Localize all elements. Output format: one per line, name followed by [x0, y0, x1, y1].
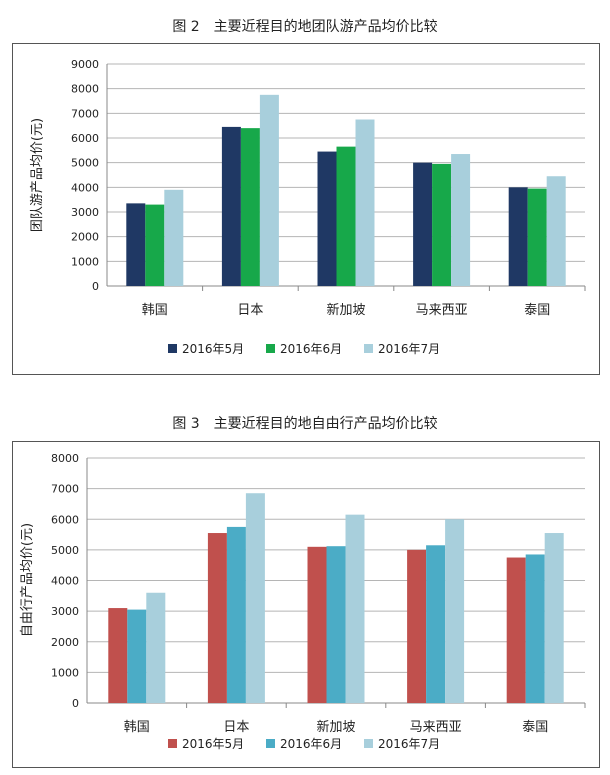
- figure-2-caption: 图 2 主要近程目的地团队游产品均价比较: [172, 19, 438, 35]
- bar: [336, 146, 356, 286]
- y-tick-label: 2000: [51, 636, 79, 649]
- x-category-label: 日本: [237, 303, 263, 318]
- bar: [221, 126, 241, 287]
- bar: [127, 609, 147, 703]
- x-category-label: 韩国: [142, 303, 168, 318]
- bar: [164, 189, 184, 286]
- bar: [108, 608, 128, 703]
- y-tick-label: 8000: [71, 83, 99, 96]
- x-category-label: 马来西亚: [416, 303, 468, 318]
- bar: [207, 533, 227, 703]
- bar: [546, 176, 566, 286]
- legend-label: 2016年7月: [378, 737, 440, 751]
- y-tick-label: 8000: [51, 452, 79, 465]
- bar: [445, 519, 465, 703]
- independent-travel-price-chart: 0 1000 2000 3000 4000 5000 6000 7000 8000 自由行产品均价…: [20, 452, 586, 751]
- legend-swatch: [168, 344, 177, 353]
- y-tick-label: 7000: [71, 107, 99, 120]
- bar: [259, 94, 279, 286]
- figure-3-caption: 图 3 主要近程目的地自由行产品均价比较: [172, 416, 438, 432]
- legend-label: 2016年6月: [280, 737, 342, 751]
- y-tick-label: 6000: [51, 513, 79, 526]
- y-tick-label: 6000: [71, 132, 99, 145]
- bar: [426, 545, 446, 703]
- legend-swatch: [266, 739, 275, 748]
- y-tick-label: 0: [72, 697, 79, 710]
- legend-label: 2016年7月: [378, 342, 440, 356]
- legend-label: 2016年5月: [182, 737, 244, 751]
- bar: [145, 204, 165, 286]
- legend-label: 2016年5月: [182, 342, 244, 356]
- bar: [326, 546, 346, 703]
- legend-label: 2016年6月: [280, 342, 342, 356]
- x-category-label: 泰国: [522, 720, 548, 735]
- bar: [240, 128, 260, 286]
- y-tick-label: 7000: [51, 483, 79, 496]
- bar: [245, 493, 265, 703]
- bar: [432, 163, 452, 286]
- bar: [508, 187, 528, 286]
- chart-frame-group-tour: 0 1000 2000 3000 4000 5000 6000 7000 8000 9000 团队游…: [12, 43, 600, 375]
- x-category-label: 马来西亚: [410, 720, 462, 735]
- y-tick-label: 9000: [71, 58, 99, 71]
- bar: [226, 526, 246, 703]
- y-tick-label: 4000: [71, 181, 99, 194]
- bar: [345, 514, 365, 703]
- y-tick-label: 3000: [71, 206, 99, 219]
- bar: [307, 546, 327, 703]
- bar: [451, 154, 471, 286]
- legend-swatch: [168, 739, 177, 748]
- y-axis-title: 团队游产品均价(元): [30, 118, 45, 232]
- group-tour-price-chart: 0 1000 2000 3000 4000 5000 6000 7000 8000 9000 团队游…: [30, 58, 586, 356]
- legend-swatch: [364, 344, 373, 353]
- chart-frame-independent-travel: 0 1000 2000 3000 4000 5000 6000 7000 8000 自由行产品均价…: [12, 441, 600, 768]
- y-tick-label: 1000: [71, 255, 99, 268]
- bar: [525, 554, 545, 703]
- y-tick-label: 2000: [71, 231, 99, 244]
- x-category-label: 新加坡: [316, 719, 355, 735]
- bar: [126, 203, 146, 286]
- y-tick-label: 1000: [51, 666, 79, 679]
- legend-swatch: [364, 739, 373, 748]
- legend-swatch: [266, 344, 275, 353]
- bar: [413, 162, 433, 286]
- x-category-label: 日本: [223, 720, 249, 735]
- y-tick-label: 5000: [51, 544, 79, 557]
- y-tick-label: 4000: [51, 575, 79, 588]
- x-category-label: 新加坡: [326, 302, 365, 318]
- bar: [146, 592, 166, 703]
- y-tick-label: 0: [92, 280, 99, 293]
- y-tick-label: 5000: [71, 157, 99, 170]
- y-axis-title: 自由行产品均价(元): [20, 523, 35, 637]
- x-category-label: 韩国: [124, 720, 150, 735]
- bar: [407, 549, 427, 703]
- y-tick-label: 3000: [51, 605, 79, 618]
- bar: [355, 119, 375, 286]
- x-category-label: 泰国: [524, 303, 550, 318]
- bar: [544, 533, 564, 703]
- bar: [317, 151, 337, 286]
- bar: [527, 188, 547, 286]
- bar: [506, 557, 526, 703]
